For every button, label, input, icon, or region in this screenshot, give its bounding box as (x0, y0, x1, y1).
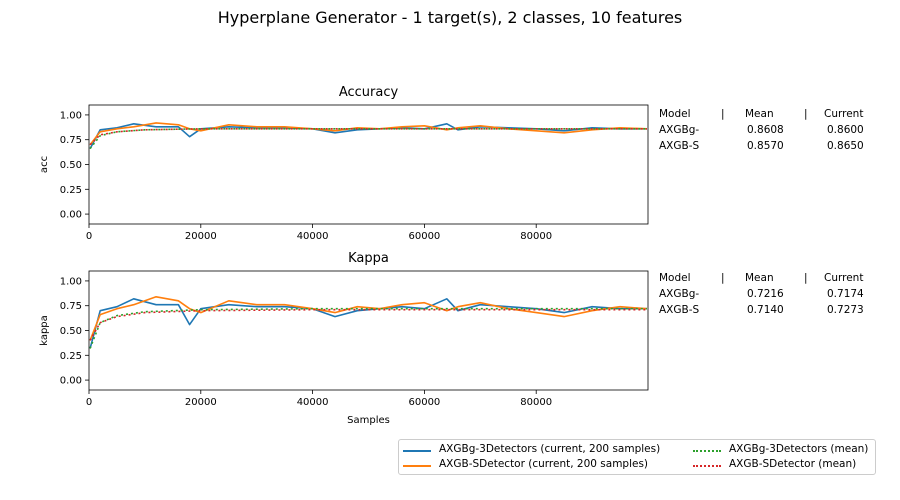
table-cell-current: 0.8650 (827, 140, 864, 152)
kappa-x-tick-label: 60000 (408, 397, 440, 408)
kappa-x-tick-label: 20000 (185, 397, 217, 408)
accuracy-y-tick-label: 0.50 (60, 160, 82, 171)
accuracy-series-line-4 (89, 128, 647, 146)
table-header-model: Model (659, 108, 691, 120)
table-header-current: Current (824, 272, 864, 284)
kappa-y-axis-label: kappa (39, 315, 50, 346)
table-cell-model: AXGB-S (659, 304, 700, 316)
kappa-y-tick-label: 0.50 (60, 326, 82, 337)
legend-label: AXGBg-3Detectors (current, 200 samples) (439, 443, 661, 455)
accuracy-x-tick-label: 40000 (297, 231, 329, 242)
table-header-model: Model (659, 272, 691, 284)
accuracy-y-axis-label: acc (39, 156, 50, 173)
table-cell-mean: 0.8608 (747, 124, 784, 136)
accuracy-x-tick-label: 0 (86, 231, 92, 242)
table-cell-model: AXGB-S (659, 140, 700, 152)
kappa-y-tick-label: 1.00 (60, 276, 82, 287)
kappa-x-tick-label: 80000 (520, 397, 552, 408)
kappa-y-tick-label: 0.25 (60, 351, 82, 362)
accuracy-series-line-3 (89, 128, 647, 150)
kappa-plot-frame (88, 270, 649, 391)
accuracy-y-tick-label: 0.75 (60, 135, 82, 146)
table-cell-model: AXGBg- (659, 124, 700, 136)
accuracy-panel-title: Accuracy (339, 85, 399, 100)
table-cell-current: 0.7174 (827, 288, 864, 300)
table-header-mean: Mean (745, 272, 774, 284)
accuracy-x-tick-label: 60000 (408, 231, 440, 242)
table-cell-mean: 0.8570 (747, 140, 784, 152)
accuracy-plot-frame (88, 104, 649, 225)
kappa-series-line-1 (89, 297, 647, 349)
kappa-series-line-3 (89, 307, 647, 349)
kappa-x-axis-label: Samples (347, 415, 390, 426)
legend-swatch-icon (403, 450, 431, 452)
kappa-y-tick-label: 0.00 (60, 376, 82, 387)
legend-label: AXGBg-3Detectors (mean) (729, 443, 869, 455)
kappa-series-line-2 (89, 295, 647, 341)
table-header-separator: | (721, 272, 725, 284)
accuracy-y-tick-label: 1.00 (60, 110, 82, 121)
accuracy-y-tick-label: 0.25 (60, 185, 82, 196)
accuracy-x-tick-label: 80000 (520, 231, 552, 242)
legend-swatch-icon (403, 465, 431, 467)
table-header-current: Current (824, 108, 864, 120)
table-cell-current: 0.8600 (827, 124, 864, 136)
figure-title: Hyperplane Generator - 1 target(s), 2 cl… (217, 8, 683, 27)
table-header-mean: Mean (745, 108, 774, 120)
table-cell-model: AXGBg- (659, 288, 700, 300)
kappa-x-tick-label: 40000 (297, 397, 329, 408)
table-header-separator: | (804, 272, 808, 284)
kappa-panel-title: Kappa (348, 251, 389, 266)
accuracy-x-tick-label: 20000 (185, 231, 217, 242)
chart-legend: AXGBg-3Detectors (current, 200 samples) … (398, 439, 876, 475)
table-header-separator: | (804, 108, 808, 120)
table-cell-current: 0.7273 (827, 304, 864, 316)
kappa-y-tick-label: 0.75 (60, 301, 82, 312)
legend-swatch-icon (693, 450, 721, 452)
kappa-x-tick-label: 0 (86, 397, 92, 408)
legend-label: AXGB-SDetector (mean) (729, 458, 857, 470)
kappa-series-line-4 (89, 308, 647, 341)
accuracy-y-tick-label: 0.00 (60, 210, 82, 221)
legend-label: AXGB-SDetector (current, 200 samples) (439, 458, 649, 470)
legend-swatch-icon (693, 465, 721, 467)
table-header-separator: | (721, 108, 725, 120)
table-cell-mean: 0.7140 (747, 304, 784, 316)
table-cell-mean: 0.7216 (747, 288, 784, 300)
